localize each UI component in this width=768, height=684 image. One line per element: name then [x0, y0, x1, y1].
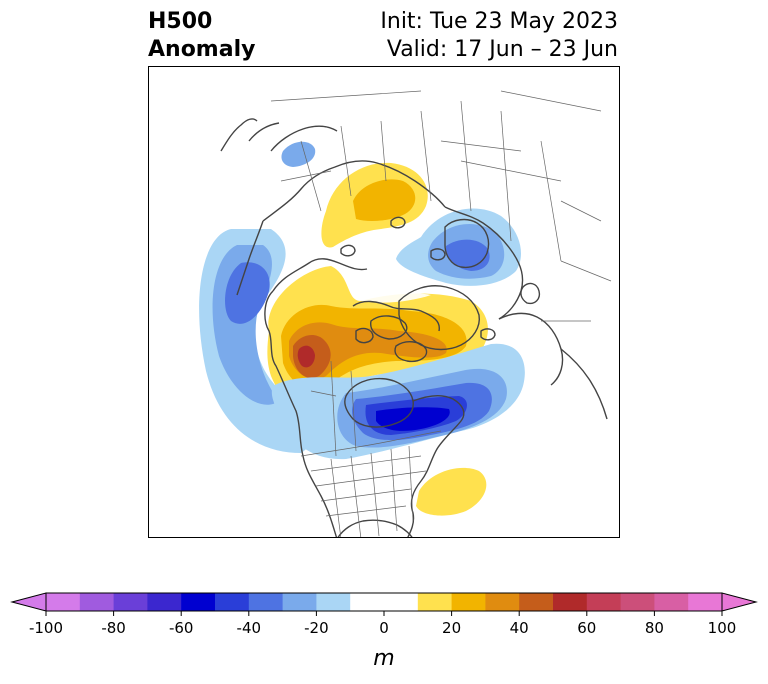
colorbar-tick-label: -60 [169, 619, 194, 637]
political-borders [270, 90, 612, 537]
valid-range: Valid: 17 Jun – 23 Jun [386, 37, 618, 62]
positive-anomaly-western-canada [267, 266, 488, 410]
colorbar-swatch [384, 593, 419, 611]
colorbar-swatch [485, 593, 520, 611]
positive-anomaly-siberia [321, 162, 428, 248]
negative-anomaly-east-siberia [281, 141, 316, 167]
colorbar-swatch [417, 593, 453, 611]
colorbar-swatch [147, 593, 182, 611]
colorbar-swatch [215, 593, 250, 611]
colorbar-tick-label: -20 [304, 619, 329, 637]
colorbar-swatch [553, 593, 588, 611]
colorbar-swatch [113, 593, 148, 611]
colorbar-tick-label: -40 [237, 619, 262, 637]
colorbar-tick-label: 100 [708, 619, 737, 637]
colorbar-unit-label: m [373, 646, 395, 671]
colorbar-swatch [181, 593, 216, 611]
map-panel [148, 66, 620, 538]
colorbar-swatch [519, 593, 554, 611]
map-title: H500 Anomaly [148, 8, 255, 64]
colorbar: -100 -80 -60 -40 -20 0 20 40 60 80 100 [10, 592, 758, 637]
colorbar-swatch [316, 593, 351, 611]
colorbar-swatch [654, 593, 689, 611]
colorbar-swatch [79, 593, 115, 611]
colorbar-swatch [282, 593, 317, 611]
positive-anomaly-southeast-us [416, 467, 487, 516]
colorbar-swatch [46, 593, 81, 611]
colorbar-swatch [586, 593, 622, 611]
colorbar-ticks: -100 -80 -60 -40 -20 0 20 40 60 80 100 [29, 611, 736, 637]
colorbar-arrow-high [721, 592, 758, 612]
colorbar-swatch [688, 593, 723, 611]
colorbar-swatch [620, 593, 655, 611]
colorbar-tick-label: -80 [101, 619, 126, 637]
coastlines [220, 118, 608, 537]
title-line-anomaly: Anomaly [148, 37, 256, 62]
colorbar-swatches [46, 593, 723, 611]
colorbar-swatch [451, 593, 486, 611]
colorbar-swatch [248, 593, 284, 611]
colorbar-tick-label: 40 [510, 619, 529, 637]
negative-anomaly-eastern-canada [271, 343, 525, 460]
anomaly-map [199, 90, 612, 537]
title-line-h500: H500 [148, 9, 213, 34]
colorbar-tick-label: 60 [577, 619, 596, 637]
colorbar-tick-label: 0 [379, 619, 389, 637]
colorbar-swatch [350, 593, 385, 611]
colorbar-arrow-low [10, 592, 47, 612]
colorbar-tick-label: -100 [29, 619, 63, 637]
colorbar-tick-label: 20 [442, 619, 461, 637]
init-date: Init: Tue 23 May 2023 [380, 9, 618, 34]
colorbar-tick-label: 80 [645, 619, 664, 637]
date-info: Init: Tue 23 May 2023 Valid: 17 Jun – 23… [380, 8, 618, 64]
